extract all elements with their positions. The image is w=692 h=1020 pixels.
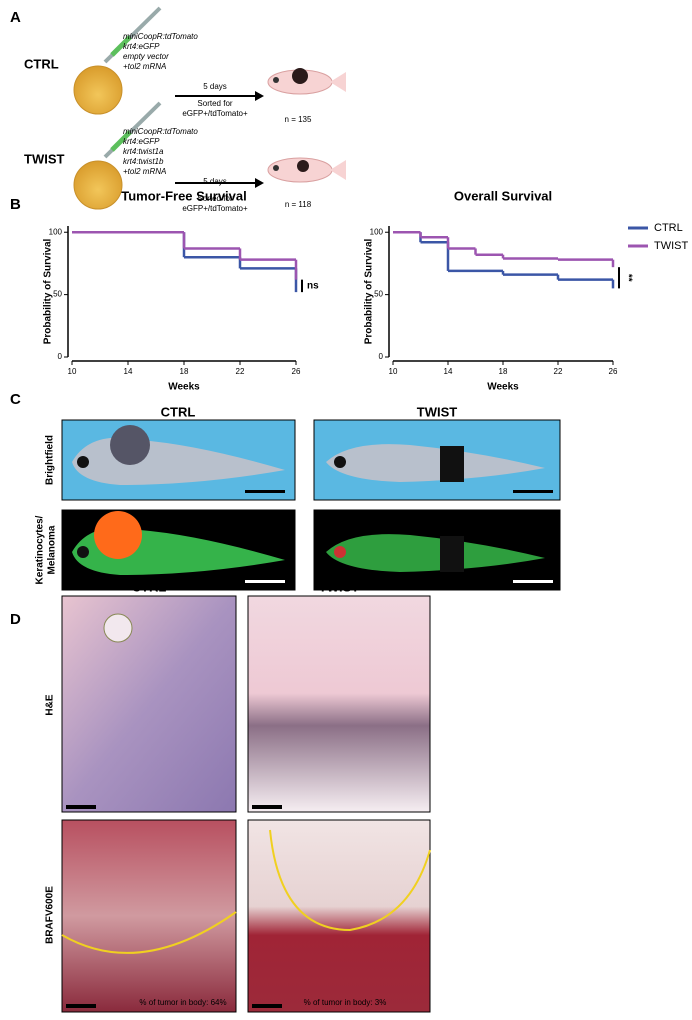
column-header: CTRL: [161, 404, 196, 419]
y-tick-label: 50: [53, 290, 62, 299]
panel-label: C: [10, 391, 21, 408]
y-tick-label: 50: [374, 290, 383, 299]
construct: krt4:eGFP: [123, 137, 160, 146]
column-header: CTRL: [132, 579, 167, 594]
sort-label: eGFP+/tdTomato+: [182, 204, 248, 213]
y-axis-label: Probability of Survival: [43, 238, 54, 344]
legend-label: TWIST: [654, 240, 688, 252]
caption: % of tumor in body: 3%: [304, 998, 387, 1007]
group-label: CTRL: [24, 56, 59, 71]
x-tick-label: 26: [609, 367, 618, 376]
group-label: TWIST: [24, 151, 64, 166]
construct: empty vector: [123, 52, 169, 61]
panel-label: D: [10, 611, 21, 628]
construct: krt4:eGFP: [123, 42, 160, 51]
construct: miniCoopR:tdTomato: [123, 127, 198, 136]
x-axis-label: Weeks: [487, 382, 519, 393]
time-label: 5 days: [203, 82, 227, 91]
sort-label: Sorted for: [197, 194, 232, 203]
row-label: H&E: [45, 694, 56, 715]
panel-a-art: [73, 6, 346, 210]
y-tick-label: 100: [49, 227, 63, 236]
row-label: Keratinocytes/: [35, 515, 46, 584]
y-tick-label: 0: [58, 352, 63, 361]
construct: miniCoopR:tdTomato: [123, 32, 198, 41]
x-tick-label: 18: [180, 367, 189, 376]
annotation: **: [622, 274, 633, 282]
x-tick-label: 22: [236, 367, 245, 376]
caption: % of tumor in body: 64%: [139, 998, 226, 1007]
row-label: Brightfield: [45, 435, 56, 485]
n-label: n = 135: [285, 115, 312, 124]
y-axis-label: Probability of Survival: [364, 238, 375, 344]
annotation: ns: [307, 281, 319, 292]
x-tick-label: 10: [389, 367, 398, 376]
chart-title: Overall Survival: [454, 188, 552, 203]
legend-label: CTRL: [654, 222, 683, 234]
y-tick-label: 100: [370, 227, 384, 236]
column-header: TWIST: [417, 404, 457, 419]
panel-label: A: [10, 9, 21, 26]
sort-label: Sorted for: [197, 99, 232, 108]
row-label: BRAFV600E: [45, 886, 56, 944]
column-header: TWIST: [319, 579, 359, 594]
panel-d-images: [61, 595, 431, 1013]
n-label: n = 118: [285, 200, 312, 209]
x-tick-label: 14: [124, 367, 133, 376]
x-tick-label: 26: [292, 367, 301, 376]
row-label: Melanoma: [47, 525, 58, 574]
y-tick-label: 0: [379, 352, 384, 361]
x-tick-label: 10: [68, 367, 77, 376]
panel-label: B: [10, 196, 21, 213]
chart-title: Tumor-Free Survival: [121, 188, 246, 203]
x-axis-label: Weeks: [168, 382, 200, 393]
construct: krt4:twist1a: [123, 147, 164, 156]
construct: +tol2 mRNA: [123, 167, 166, 176]
construct: krt4:twist1b: [123, 157, 164, 166]
time-label: 5 days: [203, 177, 227, 186]
panel-c-images: [61, 419, 561, 591]
construct: +tol2 mRNA: [123, 62, 166, 71]
x-tick-label: 18: [499, 367, 508, 376]
sort-label: eGFP+/tdTomato+: [182, 109, 248, 118]
x-tick-label: 14: [444, 367, 453, 376]
x-tick-label: 22: [554, 367, 563, 376]
